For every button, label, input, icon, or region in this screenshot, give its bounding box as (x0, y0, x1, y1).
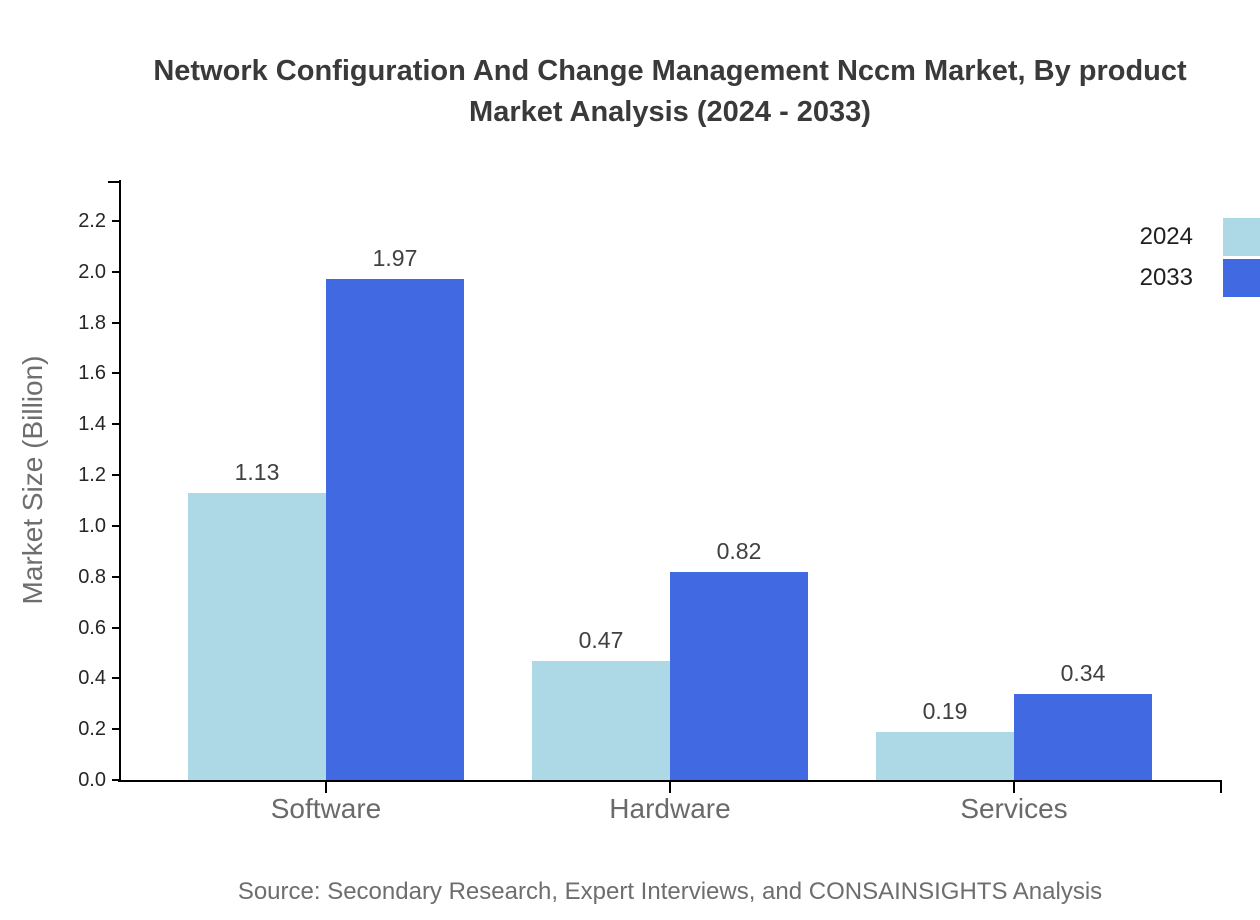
y-tick-label: 2.2 (78, 210, 106, 232)
legend-row-2024: 2024 (1140, 218, 1260, 256)
y-tick (112, 626, 120, 629)
chart-title: Network Configuration And Change Managem… (90, 51, 1250, 133)
y-tick (112, 423, 120, 426)
bar-2033-services (1014, 693, 1152, 780)
bar-value-label: 1.13 (234, 458, 280, 485)
legend-row-2033: 2033 (1140, 259, 1260, 297)
bar-2024-services (876, 731, 1014, 780)
y-tick-label: 2.0 (78, 260, 106, 283)
y-tick-label: 0.4 (78, 667, 106, 690)
x-category-label: Hardware (609, 793, 731, 824)
x-tick (1013, 782, 1015, 793)
x-category-label: Services (960, 793, 1068, 824)
bar-value-label: 0.47 (578, 626, 624, 653)
y-tick (112, 728, 120, 731)
x-axis-spine (118, 780, 1222, 782)
y-axis-top-cap (108, 181, 120, 183)
bar-2024-hardware (532, 660, 670, 780)
bar-value-label: 1.97 (372, 245, 418, 272)
bar-2033-software (326, 279, 464, 780)
legend-label: 2033 (1139, 264, 1193, 291)
x-tick (325, 782, 327, 793)
y-tick (112, 524, 120, 527)
x-axis-right-cap (1220, 781, 1222, 793)
y-tick (112, 270, 120, 273)
source-note: Source: Secondary Research, Expert Inter… (237, 878, 1103, 905)
y-tick-label: 1.2 (78, 464, 106, 487)
y-tick-label: 1.0 (78, 514, 106, 537)
legend-swatch (1223, 259, 1260, 297)
x-category-label: Software (270, 793, 382, 824)
y-tick (112, 321, 120, 324)
y-tick-label: 0.8 (78, 565, 106, 588)
y-tick (112, 220, 120, 222)
y-tick-label: 0.0 (78, 769, 106, 791)
legend-label: 2024 (1139, 223, 1193, 250)
y-tick-label: 0.2 (78, 718, 106, 741)
y-tick (112, 372, 120, 375)
y-tick-label: 1.8 (78, 311, 106, 334)
x-tick (669, 782, 671, 793)
y-tick (112, 575, 120, 578)
y-tick-label: 1.6 (78, 362, 106, 385)
bar-2024-software (188, 492, 326, 780)
bar-value-label: 0.82 (716, 537, 762, 564)
chart-title-line2: Market Analysis (2024 - 2033) (469, 96, 871, 128)
legend-swatch (1223, 218, 1260, 256)
y-tick-label: 0.6 (78, 616, 106, 639)
y-tick-label: 1.4 (78, 413, 106, 436)
y-tick (112, 779, 120, 781)
y-tick (112, 677, 120, 680)
bar-value-label: 0.19 (922, 697, 968, 724)
y-tick (112, 474, 120, 477)
chart-title-line1: Network Configuration And Change Managem… (153, 55, 1187, 87)
y-axis-spine (119, 180, 121, 782)
bar-2033-hardware (670, 571, 808, 780)
bar-value-label: 0.34 (1060, 659, 1106, 686)
